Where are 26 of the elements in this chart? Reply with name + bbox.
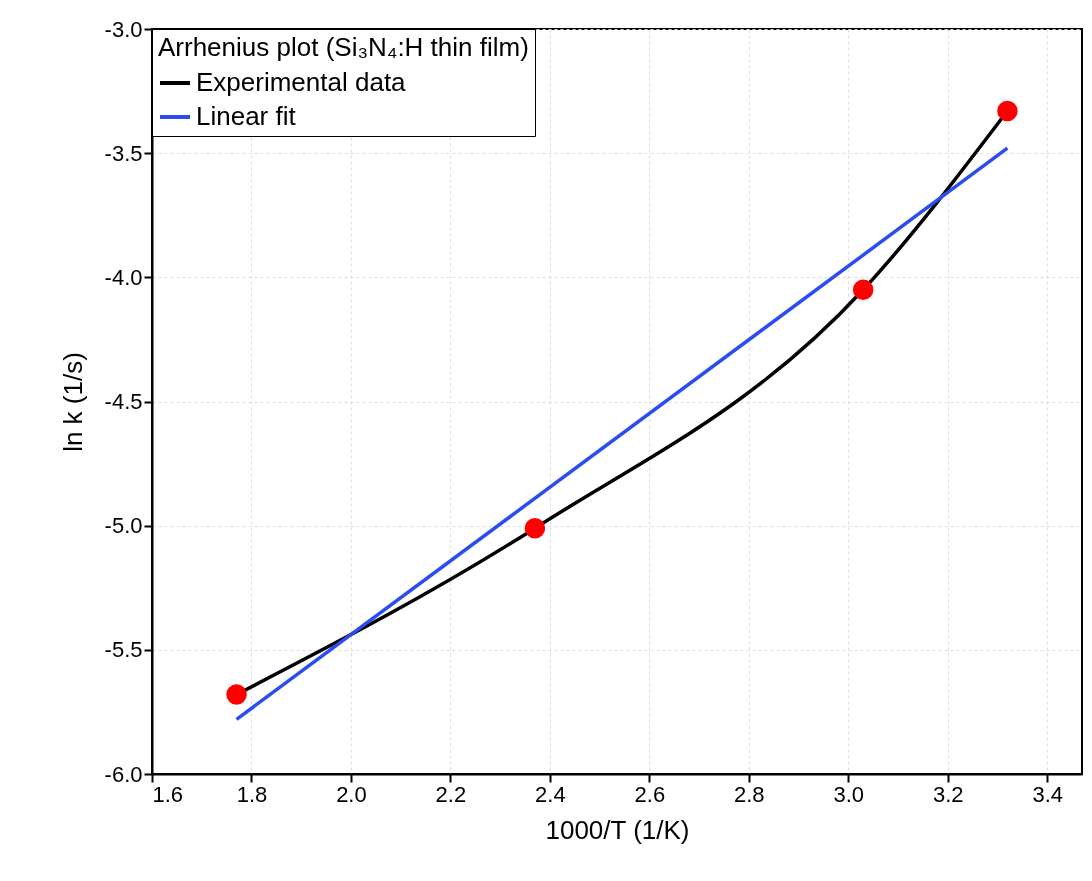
legend-label: Linear fit xyxy=(196,101,297,131)
x-tick-label: 2.8 xyxy=(733,781,765,807)
point xyxy=(524,517,546,539)
point xyxy=(226,684,247,705)
y-tick-label: -3.0 xyxy=(104,16,143,42)
x-tick-label: 1.8 xyxy=(236,781,268,807)
y-tick-label: -6.0 xyxy=(104,761,143,787)
x-tick-label: 2.2 xyxy=(435,781,467,807)
y-tick-label: -4.5 xyxy=(104,389,143,414)
x-tick-label: 2.0 xyxy=(336,781,367,807)
x-tick-label: 3.4 xyxy=(1032,781,1063,807)
point xyxy=(997,100,1018,122)
y-tick-label: -4.0 xyxy=(104,264,143,290)
x-tick-label: 2.4 xyxy=(535,781,566,807)
x-tick-label: 2.6 xyxy=(634,781,666,807)
legend-label: Experimental data xyxy=(196,67,407,97)
y-tick-label: -5.0 xyxy=(104,513,143,539)
point xyxy=(852,279,874,300)
x-tick-label: 3.2 xyxy=(932,781,964,807)
legend-title: Arrhenius plot (Si₃N₄:H thin film) xyxy=(158,32,529,62)
x-tick-label: 3.0 xyxy=(833,781,865,807)
x-axis-title: 1000/T (1/K) xyxy=(545,814,690,845)
y-tick-label: -3.5 xyxy=(104,140,143,166)
y-axis-title: ln k (1/s) xyxy=(57,352,88,452)
x-tick-label: 1.6 xyxy=(152,781,184,807)
y-tick-label: -5.5 xyxy=(104,637,143,663)
